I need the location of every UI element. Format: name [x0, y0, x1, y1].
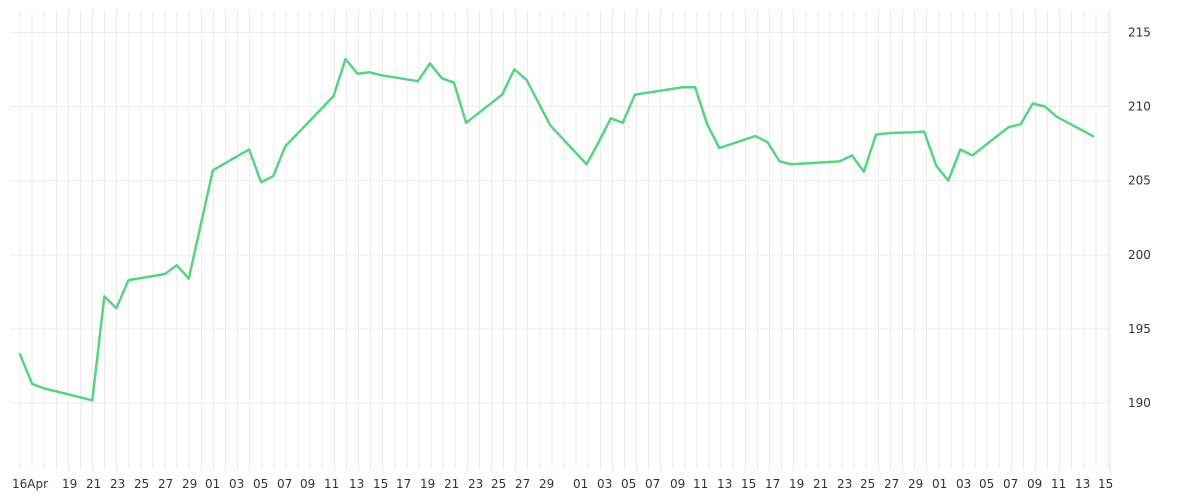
x-tick-label: 27 — [884, 477, 899, 491]
x-tick-label: 07 — [645, 477, 660, 491]
y-tick-label: 210 — [1128, 99, 1151, 113]
x-tick-label: 01 — [573, 477, 588, 491]
x-tick-label: 09 — [300, 477, 315, 491]
x-tick-label: 19 — [789, 477, 804, 491]
vertical-grid — [19, 10, 1111, 472]
x-tick-label: 05 — [621, 477, 636, 491]
x-tick-label: 01 — [932, 477, 947, 491]
x-tick-label: 07 — [1003, 477, 1018, 491]
x-tick-label: 01 — [205, 477, 220, 491]
y-tick-label: 190 — [1128, 396, 1151, 410]
x-tick-label: 03 — [956, 477, 971, 491]
x-tick-label: 15 — [1098, 477, 1113, 491]
x-tick-label: 25 — [134, 477, 149, 491]
x-tick-label: 23 — [468, 477, 483, 491]
x-tick-label: 15 — [373, 477, 388, 491]
x-tick-label: 11 — [693, 477, 708, 491]
x-tick-label: 05 — [253, 477, 268, 491]
x-tick-label: 29 — [908, 477, 923, 491]
series-group — [18, 57, 1095, 402]
x-tick-label: 17 — [396, 477, 411, 491]
x-tick-label: 29 — [539, 477, 554, 491]
y-tick-label: 205 — [1128, 174, 1151, 188]
x-tick-label: 11 — [1051, 477, 1066, 491]
x-tick-label: 21 — [86, 477, 101, 491]
x-tick-label: 15 — [741, 477, 756, 491]
x-tick-label: 17 — [765, 477, 780, 491]
x-tick-label: 13 — [1075, 477, 1090, 491]
x-tick-label: 23 — [110, 477, 125, 491]
x-tick-label: 07 — [277, 477, 292, 491]
x-tick-label: 23 — [837, 477, 852, 491]
x-tick-label: 03 — [597, 477, 612, 491]
x-tick-label: 19 — [420, 477, 435, 491]
x-tick-label: 09 — [1027, 477, 1042, 491]
x-tick-label: 05 — [979, 477, 994, 491]
x-tick-label: 11 — [324, 477, 339, 491]
x-tick-label: 27 — [515, 477, 530, 491]
y-tick-label: 195 — [1128, 322, 1151, 336]
x-tick-label: 03 — [229, 477, 244, 491]
x-tick-label: 13 — [349, 477, 364, 491]
horizontal-grid — [10, 31, 1110, 404]
x-tick-label: 25 — [860, 477, 875, 491]
x-tick-label: 19 — [62, 477, 77, 491]
y-tick-label: 215 — [1128, 25, 1151, 39]
x-tick-label: 29 — [182, 477, 197, 491]
series-line — [18, 57, 1095, 402]
x-tick-label: 21 — [444, 477, 459, 491]
x-tick-label: 21 — [813, 477, 828, 491]
x-tick-label: 27 — [158, 477, 173, 491]
x-tick-label: 16Apr — [12, 477, 48, 491]
y-tick-label: 200 — [1128, 248, 1151, 262]
x-tick-label: 25 — [491, 477, 506, 491]
x-tick-label: 09 — [670, 477, 685, 491]
y-axis-tick-labels: 190 195 200 205 210 215 — [1128, 25, 1151, 410]
x-tick-label: 13 — [717, 477, 732, 491]
x-axis-tick-labels: 16Apr 19 21 23 25 27 29 01 03 05 07 09 11 13 15 17 19 21 2… — [12, 477, 1113, 491]
